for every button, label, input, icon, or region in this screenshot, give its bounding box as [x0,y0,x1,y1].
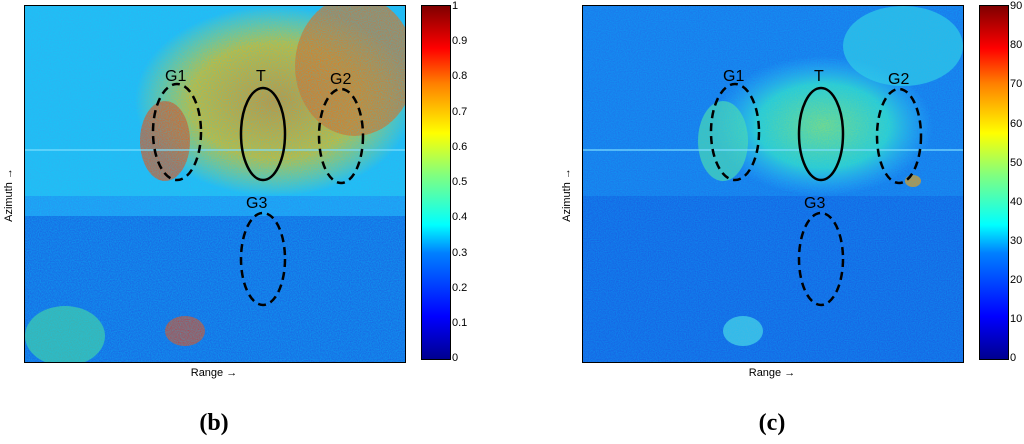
label-g1: G1 [723,68,744,85]
region-g3 [239,211,287,307]
tick: 30 [1010,235,1023,247]
x-axis-label: Range → [748,367,796,379]
tick: 0.1 [452,317,468,329]
tick: 0.2 [452,282,468,294]
tick: 90 [1010,0,1023,12]
label-g3: G3 [804,195,825,212]
region-g3 [797,211,845,307]
tick: 40 [1010,196,1023,208]
region-g1 [709,82,761,182]
tick: 10 [1010,313,1023,325]
tick: 70 [1010,78,1023,90]
tick: 0 [452,352,459,364]
panel-b: Azimuth → [3,0,492,436]
tick: 60 [1010,118,1023,130]
tick: 0.3 [452,247,468,259]
label-g1: G1 [165,68,186,85]
region-t [239,86,287,182]
sar-image-b: G1 T G2 G3 [24,5,406,363]
tick: 0 [1010,352,1017,364]
region-t [797,86,845,182]
tick: 50 [1010,157,1023,169]
colorbar-ticks: 1 0.9 0.8 0.7 0.6 0.5 0.4 0.3 0.2 0.1 0 [452,0,492,364]
tick: 20 [1010,274,1023,286]
label-g2: G2 [330,71,351,88]
x-axis-label: Range → [190,367,238,379]
region-g1 [151,82,203,182]
panel-c: Azimuth → [558,0,1024,444]
label-t: T [256,68,266,85]
tick: 0.4 [452,211,468,223]
label-g2: G2 [888,71,909,88]
label-t: T [814,68,824,85]
tick: 0.8 [452,70,468,82]
tick: 0.9 [452,35,468,47]
tick: 0.5 [452,176,468,188]
colorbar [421,5,451,360]
colorbar [979,5,1009,360]
region-g2 [317,87,365,185]
panel-caption: (b) [199,410,229,436]
panel-caption: (c) [758,410,786,436]
tick: 0.6 [452,141,468,153]
y-axis-label: Azimuth → [561,168,573,222]
sar-image-c: G1 T G2 G3 [582,5,964,363]
colorbar-ticks: 90 80 70 60 50 40 30 20 10 0 [1010,0,1024,364]
y-axis-label: Azimuth → [3,168,15,222]
tick: 0.7 [452,106,468,118]
tick: 80 [1010,39,1023,51]
label-g3: G3 [246,195,267,212]
tick: 1 [452,0,459,12]
region-g2 [875,87,923,185]
